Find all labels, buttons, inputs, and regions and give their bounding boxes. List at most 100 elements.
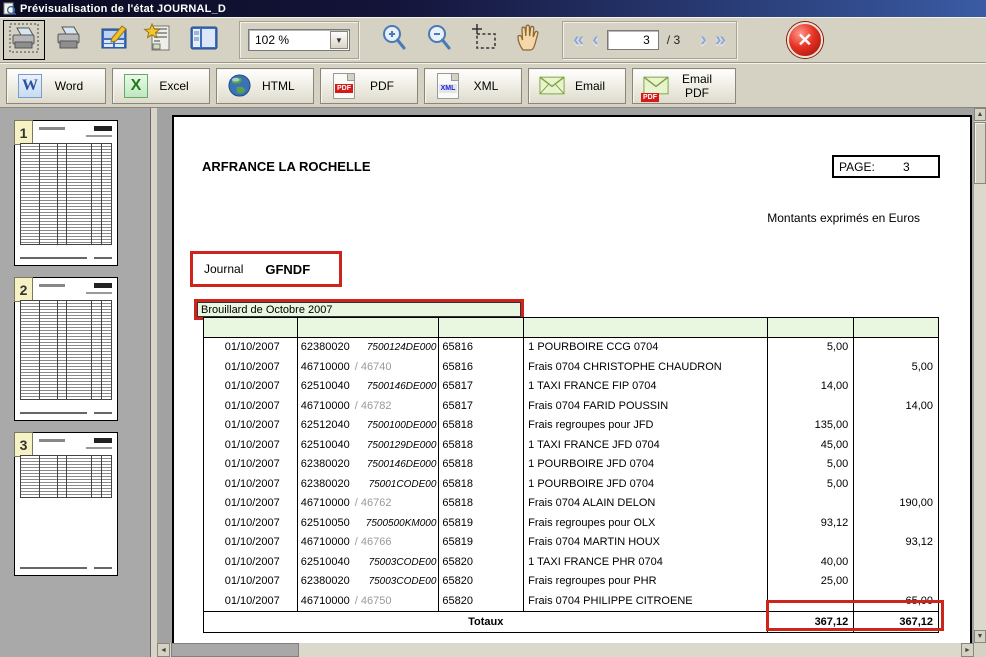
report-wizard-button[interactable] <box>138 20 180 60</box>
export-toolbar: W Word X Excel HTML PDF PDF XML XML <box>0 63 986 108</box>
cell-date: 01/10/2007 <box>204 357 298 377</box>
table-row: 01/10/2007 62380020 7500124DE000 65816 1 … <box>204 338 938 358</box>
table-row: 01/10/2007 62380020 75003CODE00 65820 Fra… <box>204 572 938 592</box>
cell-label: 1 TAXI FRANCE FIP 0704 <box>524 377 769 397</box>
globe-icon <box>227 73 252 99</box>
cell-piece: 65820 <box>439 572 525 592</box>
previous-page-button[interactable]: ‹ <box>592 29 599 51</box>
page-setup-button[interactable] <box>93 20 135 60</box>
export-email-pdf-button[interactable]: PDF Email PDF <box>632 67 736 104</box>
zoom-control-group: 102 % ▼ <box>239 21 359 59</box>
page-number-input[interactable] <box>606 30 659 50</box>
scroll-left-icon[interactable]: ◄ <box>157 643 170 657</box>
page-thumbnail[interactable]: 1 <box>14 120 118 266</box>
zoom-out-icon <box>423 22 455 59</box>
table-row: 01/10/2007 46710000/ 46762 65818 Frais 0… <box>204 494 938 514</box>
export-pdf-button[interactable]: PDF PDF <box>320 67 418 104</box>
table-row: 01/10/2007 62510040 75003CODE00 65820 1 T… <box>204 552 938 572</box>
cell-date: 01/10/2007 <box>204 377 298 397</box>
thumbnail-content <box>20 300 112 401</box>
cell-date: 01/10/2007 <box>204 533 298 553</box>
cell-piece: 65818 <box>439 494 525 514</box>
table-row: 01/10/2007 62512040 7500100DE000 65818 Fr… <box>204 416 938 436</box>
thumbnail-page-number: 2 <box>14 277 33 302</box>
window-title: Prévisualisation de l'état JOURNAL_D <box>20 2 227 15</box>
scroll-right-icon[interactable]: ► <box>961 643 974 657</box>
preview-area: ARFRANCE LA ROCHELLE PAGE: 3 Montants ex… <box>157 108 974 643</box>
company-name: ARFRANCE LA ROCHELLE <box>202 159 371 174</box>
panel-divider[interactable] <box>150 108 157 657</box>
printer-icon <box>53 22 85 59</box>
page-label: PAGE: <box>839 159 875 174</box>
table-row: 01/10/2007 62380020 75001CODE00 65818 1 P… <box>204 474 938 495</box>
word-icon: W <box>17 73 43 99</box>
export-xml-label: XML <box>473 78 499 93</box>
pan-tool-button[interactable] <box>508 20 550 60</box>
last-page-button[interactable]: » <box>714 29 726 51</box>
cell-credit <box>854 572 938 592</box>
cell-date: 01/10/2007 <box>204 416 298 436</box>
thumbnail-page-number: 1 <box>14 120 33 145</box>
zoom-combobox[interactable]: 102 % ▼ <box>248 29 350 51</box>
scroll-up-icon[interactable]: ▲ <box>974 108 986 121</box>
cell-debit: 5,00 <box>768 455 855 475</box>
cell-credit <box>854 377 938 397</box>
table-row: 01/10/2007 46710000/ 46740 65816 Frais 0… <box>204 357 938 377</box>
cell-date: 01/10/2007 <box>204 435 298 455</box>
thumbnail-content <box>20 567 87 569</box>
toggle-thumbnails-button[interactable] <box>183 20 225 60</box>
cell-credit: 5,00 <box>911 360 933 373</box>
first-page-button[interactable]: « <box>573 29 585 51</box>
print-button[interactable] <box>48 20 90 60</box>
thumbnail-content <box>39 439 65 442</box>
export-excel-button[interactable]: X Excel <box>112 67 210 104</box>
cell-piece: 65819 <box>439 513 525 533</box>
zoom-value: 102 % <box>255 33 290 47</box>
close-preview-button[interactable]: ✕ <box>786 22 823 58</box>
zoom-dropdown-arrow-icon[interactable]: ▼ <box>330 31 348 49</box>
thumbnail-content <box>39 284 65 287</box>
cell-debit <box>768 494 855 514</box>
cell-date: 01/10/2007 <box>204 396 298 416</box>
thumbnail-content <box>94 412 112 414</box>
cell-label: Frais regroupes pour JFD <box>524 416 769 436</box>
print-preview-icon <box>8 22 40 59</box>
zoom-out-button[interactable] <box>418 20 460 60</box>
journal-code: GFNDF <box>265 261 311 277</box>
page-thumbnail[interactable]: 2 <box>14 277 118 421</box>
cell-credit <box>854 416 938 436</box>
vertical-scroll-thumb[interactable] <box>974 122 986 184</box>
page-thumbnail[interactable]: 3 <box>14 432 118 576</box>
page-number-value: 3 <box>903 159 910 174</box>
journal-highlight-box: Journal GFNDF <box>190 251 342 287</box>
export-email-button[interactable]: Email <box>528 67 626 104</box>
thumbnail-content <box>86 292 112 294</box>
next-page-button[interactable]: › <box>700 29 707 51</box>
vertical-scrollbar[interactable]: ▲ ▼ <box>974 108 986 643</box>
journal-label: Journal <box>204 262 244 276</box>
cell-debit: 45,00 <box>768 435 855 455</box>
export-xml-button[interactable]: XML XML <box>424 67 522 104</box>
horizontal-scrollbar[interactable]: ◄ ► <box>157 643 974 657</box>
scroll-down-icon[interactable]: ▼ <box>974 630 986 643</box>
export-html-label: HTML <box>262 78 295 93</box>
print-preview-button[interactable] <box>3 20 45 60</box>
cell-credit: 14,00 <box>905 399 933 412</box>
export-pdf-label: PDF <box>370 78 394 93</box>
zoom-select-tool-button[interactable] <box>463 20 505 60</box>
cell-piece: 65818 <box>439 435 525 455</box>
zoom-in-button[interactable] <box>373 20 415 60</box>
cell-credit <box>854 436 938 456</box>
thumbnail-content <box>94 257 112 259</box>
cell-credit <box>854 475 938 495</box>
export-html-button[interactable]: HTML <box>216 67 314 104</box>
horizontal-scroll-thumb[interactable] <box>171 643 299 657</box>
thumbnail-content <box>20 455 112 499</box>
cell-date: 01/10/2007 <box>204 494 298 514</box>
thumbnail-page-number: 3 <box>14 432 33 457</box>
cell-debit: 40,00 <box>768 552 855 572</box>
cell-debit <box>768 357 855 377</box>
export-word-button[interactable]: W Word <box>6 67 106 104</box>
cell-label: Frais 0704 MARTIN HOUX <box>524 533 769 553</box>
cell-account: 46710000/ 46750 <box>298 591 440 611</box>
